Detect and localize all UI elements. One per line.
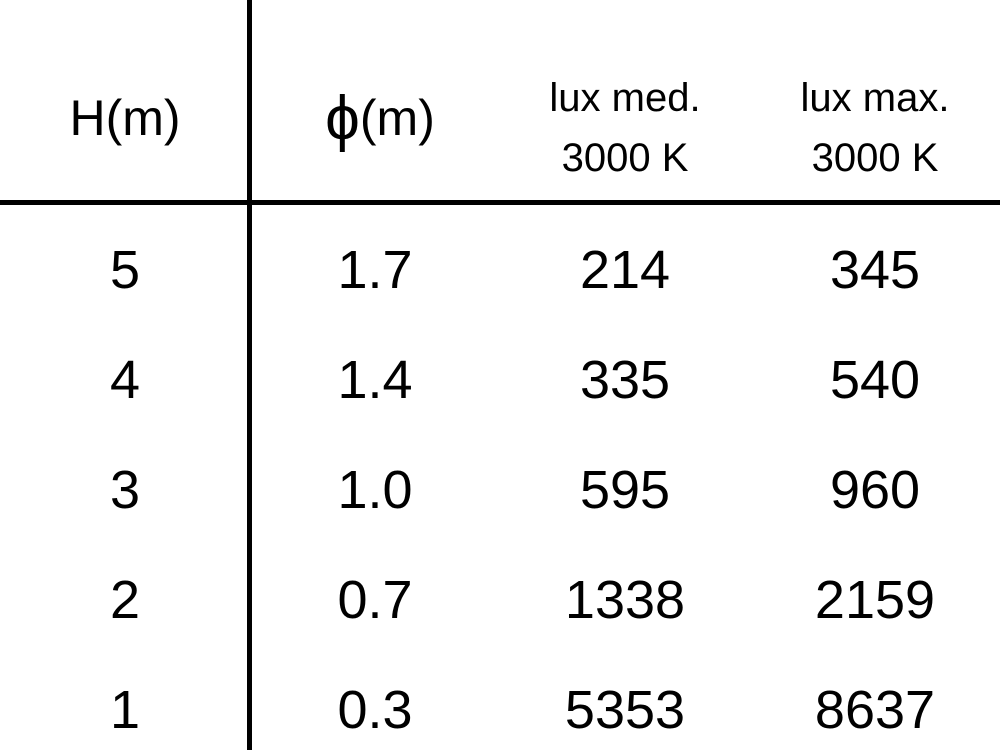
header-lux-med: lux med. [549, 76, 701, 120]
cell-height: 4 [109, 350, 141, 410]
cell-lux-med: 1338 [564, 570, 686, 630]
cell-lux-max: 8637 [814, 680, 936, 740]
cell-lux-med: 214 [579, 240, 671, 300]
cell-lux-med: 335 [579, 350, 671, 410]
cell-lux-max: 345 [829, 240, 921, 300]
cell-diameter: 0.3 [337, 680, 413, 740]
cell-lux-max: 2159 [814, 570, 936, 630]
header-divider [0, 200, 1000, 205]
cell-lux-med: 595 [579, 460, 671, 520]
header-lux-max-temp: 3000 K [811, 136, 939, 180]
cell-lux-med: 5353 [564, 680, 686, 740]
header-diameter: ϕ(m) [255, 88, 505, 150]
cell-height: 5 [109, 240, 141, 300]
cell-height: 2 [109, 570, 141, 630]
header-lux-med-temp: 3000 K [561, 136, 689, 180]
phi-symbol: ϕ [325, 84, 360, 153]
cell-diameter: 1.4 [337, 350, 413, 410]
cell-lux-max: 960 [829, 460, 921, 520]
column-divider [247, 0, 252, 750]
cell-height: 1 [109, 680, 141, 740]
cell-diameter: 0.7 [337, 570, 413, 630]
cell-diameter: 1.0 [337, 460, 413, 520]
header-height: H(m) [69, 90, 181, 146]
cell-lux-max: 540 [829, 350, 921, 410]
cell-diameter: 1.7 [337, 240, 413, 300]
header-diameter-unit: (m) [359, 90, 435, 146]
header-lux-max: lux max. [800, 76, 950, 120]
cell-height: 3 [109, 460, 141, 520]
